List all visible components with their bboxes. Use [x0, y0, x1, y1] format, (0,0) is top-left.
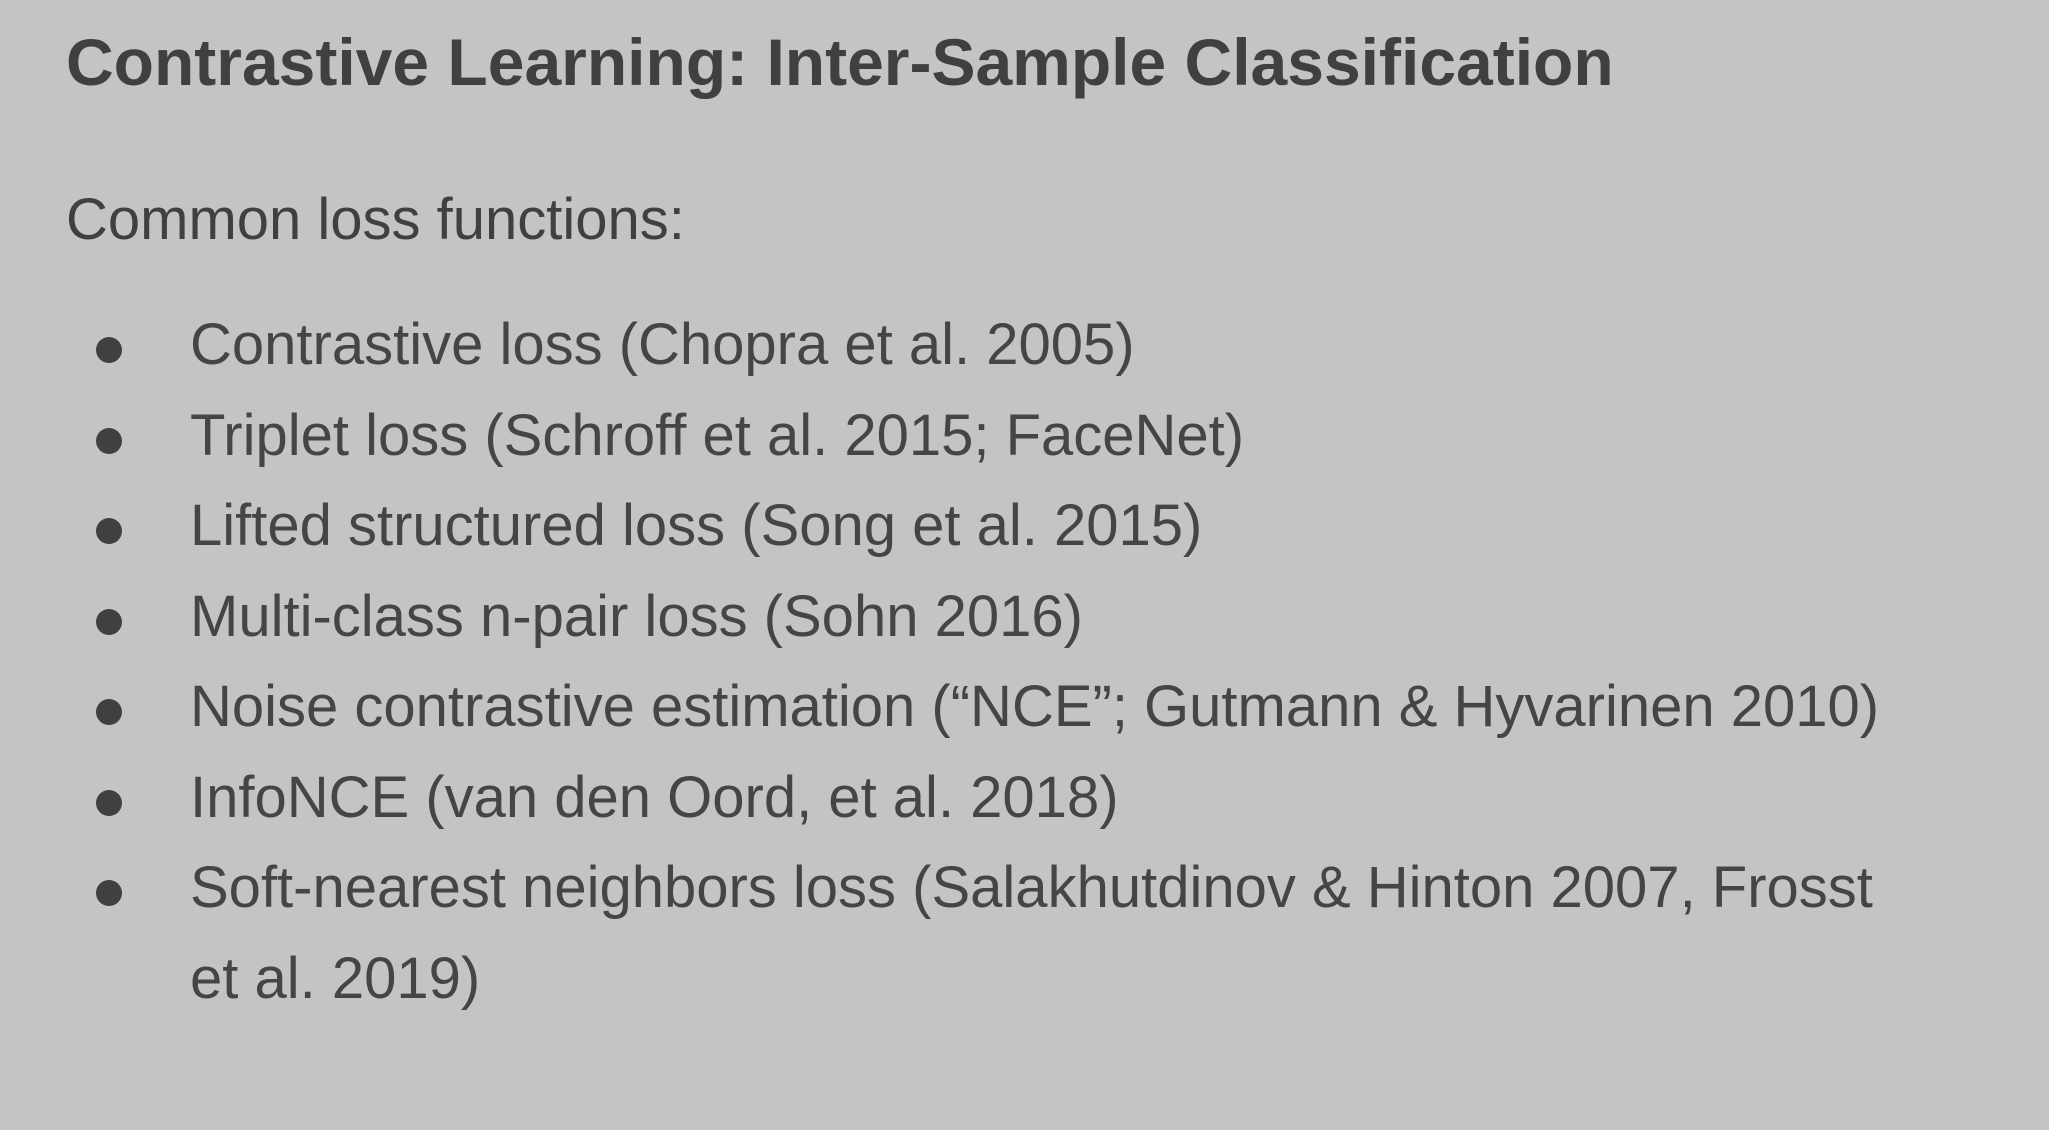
bullet-dot-icon	[96, 699, 122, 725]
list-item-text: Lifted structured loss (Song et al. 2015…	[190, 493, 1203, 558]
list-item: Multi-class n-pair loss (Sohn 2016)	[0, 572, 1890, 663]
bullet-dot-icon	[96, 608, 122, 635]
bullet-dot-icon	[96, 518, 122, 544]
bullet-dot-icon	[96, 789, 122, 816]
list-item: Noise contrastive estimation (“NCE”; Gut…	[0, 662, 1890, 753]
list-item-text: Multi-class n-pair loss (Sohn 2016)	[190, 583, 1083, 649]
list-item-text: Triplet loss (Schroff et al. 2015; FaceN…	[190, 402, 1245, 468]
list-item-text: Noise contrastive estimation (“NCE”; Gut…	[190, 674, 1880, 739]
slide-subtitle: Common loss functions:	[66, 187, 685, 252]
bullet-dot-icon	[96, 880, 122, 906]
list-item-text: InfoNCE (van den Oord, et al. 2018)	[190, 764, 1119, 830]
bullet-dot-icon	[96, 337, 122, 363]
list-item-text: Contrastive loss (Chopra et al. 2005)	[190, 312, 1135, 377]
list-item: Lifted structured loss (Song et al. 2015…	[0, 481, 1890, 572]
bullet-dot-icon	[96, 427, 122, 454]
list-item: Contrastive loss (Chopra et al. 2005)	[0, 300, 1890, 391]
list-item: InfoNCE (van den Oord, et al. 2018)	[0, 753, 1890, 844]
list-item-text: Soft-nearest neighbors loss (Salakhutdin…	[190, 855, 1873, 1011]
bullet-list: Contrastive loss (Chopra et al. 2005) Tr…	[0, 300, 1890, 1024]
slide-title: Contrastive Learning: Inter-Sample Class…	[66, 25, 1614, 99]
list-item: Triplet loss (Schroff et al. 2015; FaceN…	[0, 391, 1890, 482]
list-item: Soft-nearest neighbors loss (Salakhutdin…	[0, 843, 1890, 1024]
